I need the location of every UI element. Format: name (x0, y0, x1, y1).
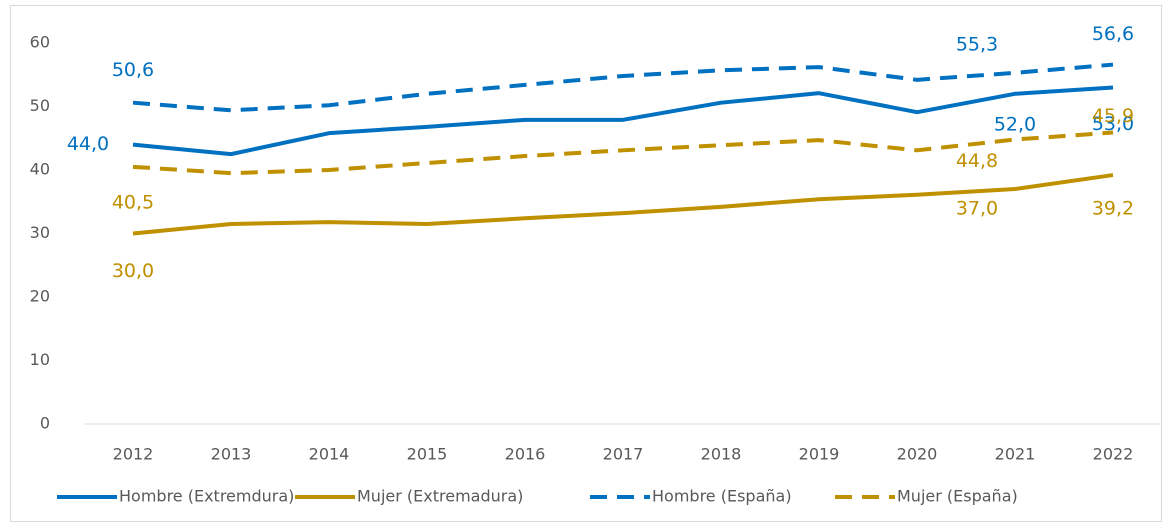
x-tick-label: 2015 (407, 445, 448, 464)
data-label: 53,0 (1092, 113, 1134, 135)
line-series (132, 62, 1114, 113)
data-label: 55,3 (956, 33, 998, 55)
data-label: 45,9 (1092, 105, 1134, 127)
x-tick-label: 2020 (897, 445, 938, 464)
x-tick-label: 2012 (113, 445, 154, 464)
data-label: 44,8 (956, 150, 998, 172)
y-tick-label: 40 (30, 160, 50, 179)
y-tick-label: 50 (30, 96, 50, 115)
x-tick-label: 2016 (505, 445, 546, 464)
data-label: 52,0 (994, 113, 1036, 135)
legend-label: Mujer (España) (897, 487, 1018, 506)
legend-label: Hombre (España) (652, 487, 792, 506)
y-tick-label: 0 (40, 414, 50, 433)
line-series (132, 173, 1114, 236)
x-tick-label: 2013 (211, 445, 252, 464)
x-tick-label: 2017 (603, 445, 644, 464)
data-label: 56,6 (1092, 23, 1134, 45)
x-tick-label: 2019 (799, 445, 840, 464)
line-series (132, 85, 1114, 157)
x-tick-label: 2022 (1093, 445, 1134, 464)
chart-border (10, 5, 1162, 522)
x-tick-label: 2014 (309, 445, 350, 464)
data-label: 39,2 (1092, 198, 1134, 220)
data-label: 37,0 (956, 198, 998, 220)
data-label: 30,0 (112, 260, 154, 282)
x-tick-label: 2021 (995, 445, 1036, 464)
y-tick-label: 10 (30, 350, 50, 369)
data-label: 40,5 (112, 191, 154, 213)
y-tick-label: 60 (30, 33, 50, 52)
line-series (132, 130, 1114, 176)
legend-label: Mujer (Extremadura) (357, 487, 523, 506)
data-label: 50,6 (112, 59, 154, 81)
legend-label: Hombre (Extremdura) (119, 487, 294, 506)
x-tick-label: 2018 (701, 445, 742, 464)
data-label: 44,0 (67, 133, 109, 155)
y-tick-label: 30 (30, 223, 50, 242)
y-tick-label: 20 (30, 287, 50, 306)
